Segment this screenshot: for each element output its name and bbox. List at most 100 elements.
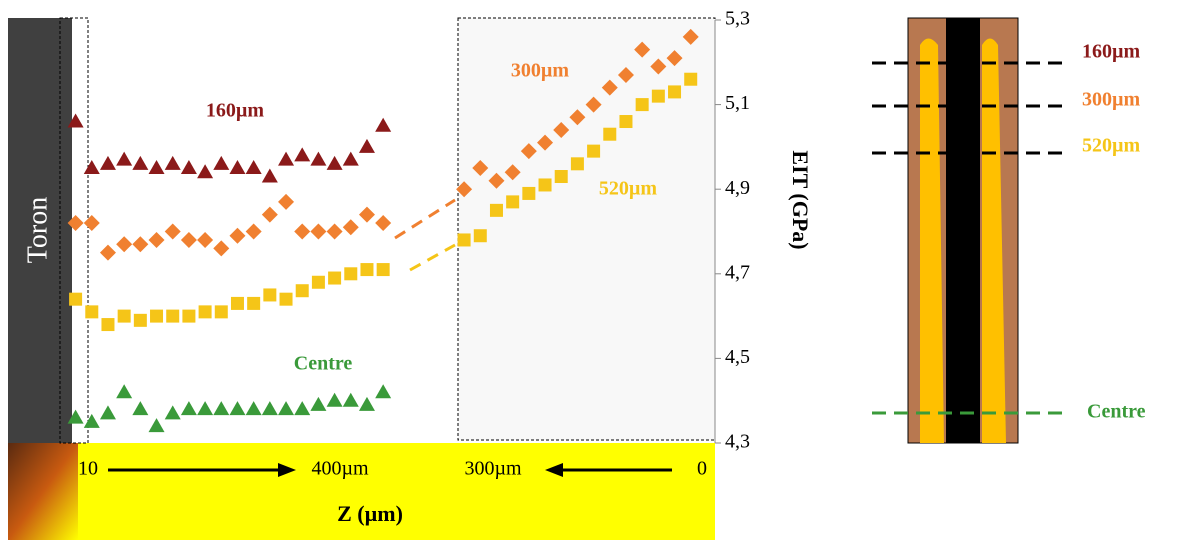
stripe	[982, 38, 1006, 443]
point	[245, 223, 262, 240]
point	[587, 144, 601, 158]
point	[150, 309, 164, 323]
point	[328, 271, 342, 285]
point	[358, 138, 375, 153]
side-label: Toron	[22, 197, 53, 263]
y-tick-label: 5,1	[725, 92, 750, 114]
region-box	[457, 17, 716, 441]
arrow	[278, 463, 296, 477]
y-tick-label: 4,3	[725, 431, 750, 453]
point	[553, 121, 570, 138]
point	[668, 85, 682, 99]
point	[538, 178, 552, 192]
point	[99, 155, 116, 170]
point	[132, 155, 149, 170]
point	[310, 223, 327, 240]
point	[261, 401, 278, 416]
point	[278, 151, 295, 166]
series-label: 520µm	[599, 178, 658, 200]
point	[375, 384, 392, 399]
point	[326, 392, 343, 407]
point	[101, 318, 115, 332]
point	[213, 155, 230, 170]
point	[358, 396, 375, 411]
toron-bar	[8, 18, 72, 443]
point	[488, 172, 505, 189]
point	[99, 244, 116, 261]
point	[294, 223, 311, 240]
texture	[8, 443, 78, 540]
trend	[394, 198, 456, 240]
point	[213, 401, 230, 416]
point	[99, 405, 116, 420]
point	[537, 134, 554, 151]
point	[245, 401, 262, 416]
point	[133, 313, 147, 327]
point	[635, 98, 649, 112]
point	[247, 296, 261, 310]
diagram-label: Centre	[1087, 401, 1146, 423]
point	[522, 186, 536, 200]
stripe	[920, 38, 944, 443]
point	[585, 96, 602, 113]
point	[601, 79, 618, 96]
point	[164, 405, 181, 420]
point	[197, 164, 214, 179]
point	[69, 292, 83, 306]
point	[651, 89, 665, 103]
point	[229, 160, 246, 175]
point	[83, 413, 100, 428]
point	[67, 409, 84, 424]
point	[148, 418, 165, 433]
arrow	[545, 463, 563, 477]
axis-band	[8, 443, 715, 540]
series-label: 160µm	[206, 100, 265, 122]
y-tick-label: 4,5	[725, 346, 750, 368]
point	[634, 41, 651, 58]
point	[278, 401, 295, 416]
point	[310, 396, 327, 411]
point	[213, 240, 230, 257]
point	[569, 109, 586, 126]
trend	[409, 243, 456, 272]
point	[603, 127, 617, 141]
x-annotation: 400µm	[311, 458, 369, 480]
point	[344, 267, 358, 281]
y-tick-label: 4,9	[725, 177, 750, 199]
point	[650, 58, 667, 75]
point	[376, 263, 390, 277]
point	[684, 72, 698, 86]
point	[166, 309, 180, 323]
point	[504, 164, 521, 181]
point	[116, 151, 133, 166]
point	[116, 236, 133, 253]
point	[164, 155, 181, 170]
point	[326, 155, 343, 170]
point	[148, 160, 165, 175]
y-tick-label: 5,3	[725, 8, 750, 30]
point	[116, 384, 133, 399]
x-annotation: 300µm	[464, 458, 522, 480]
point	[214, 305, 228, 319]
point	[197, 231, 214, 248]
point	[473, 229, 487, 243]
point	[261, 168, 278, 183]
point	[457, 233, 471, 247]
diagram: 160µm 300µm 520µm Centre	[872, 17, 1146, 444]
point	[83, 160, 100, 175]
point	[619, 115, 633, 129]
series-label: 300µm	[511, 60, 570, 82]
point	[326, 223, 343, 240]
point	[279, 292, 293, 306]
point	[278, 193, 295, 210]
point	[182, 309, 196, 323]
point	[197, 401, 214, 416]
point	[164, 223, 181, 240]
point	[360, 263, 374, 277]
point	[310, 151, 327, 166]
point	[506, 195, 520, 209]
core	[946, 18, 980, 443]
y-tick-label: 4,7	[725, 261, 750, 283]
